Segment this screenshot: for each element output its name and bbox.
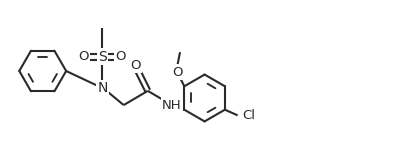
Text: NH: NH [162, 99, 182, 112]
Text: O: O [172, 66, 182, 79]
Text: O: O [130, 59, 140, 72]
Text: O: O [116, 50, 126, 63]
Text: O: O [79, 50, 89, 63]
Text: Cl: Cl [242, 109, 255, 122]
Text: N: N [97, 81, 107, 95]
Text: S: S [98, 50, 107, 64]
